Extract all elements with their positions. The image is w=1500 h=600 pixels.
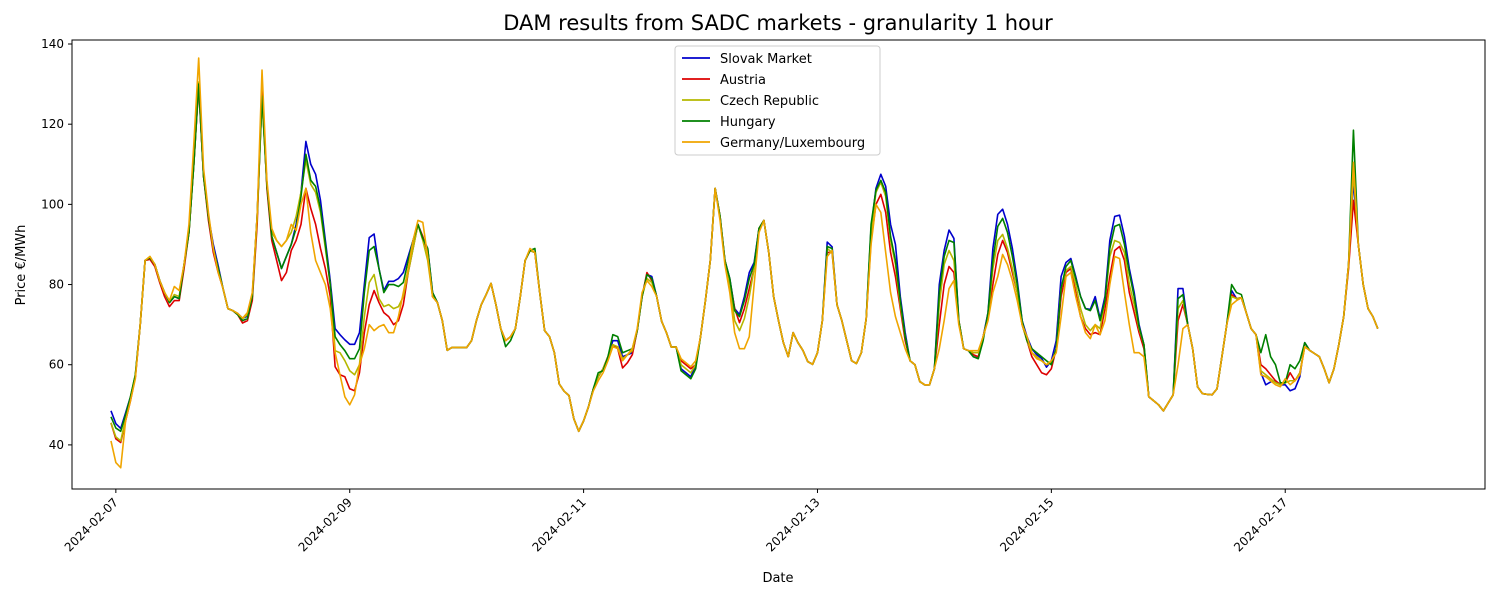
y-tick-label: 100 [41, 197, 64, 211]
y-axis-label: Price €/MWh [14, 225, 29, 306]
legend-label-0: Slovak Market [720, 52, 812, 67]
legend-label-4: Germany/Luxembourg [720, 136, 865, 151]
x-axis-label: Date [762, 571, 793, 586]
plot-area-frame [71, 39, 1486, 490]
chart-title: DAM results from SADC markets - granular… [503, 11, 1053, 35]
y-tick-label: 120 [41, 117, 64, 131]
y-tick-label: 60 [49, 358, 64, 372]
legend-label-2: Czech Republic [720, 94, 819, 109]
y-tick-label: 40 [49, 438, 64, 452]
series-line-4 [110, 57, 1379, 469]
y-tick-label: 140 [41, 37, 64, 51]
y-tick-label: 80 [49, 278, 64, 292]
legend-label-1: Austria [720, 73, 766, 88]
series-lines [110, 57, 1379, 469]
legend-label-3: Hungary [720, 115, 776, 130]
legend-box [674, 45, 881, 156]
y-axis: 40 60 80 100 120 140 [41, 37, 72, 452]
legend: Slovak Market Austria Czech Republic Hungar… [674, 45, 881, 156]
